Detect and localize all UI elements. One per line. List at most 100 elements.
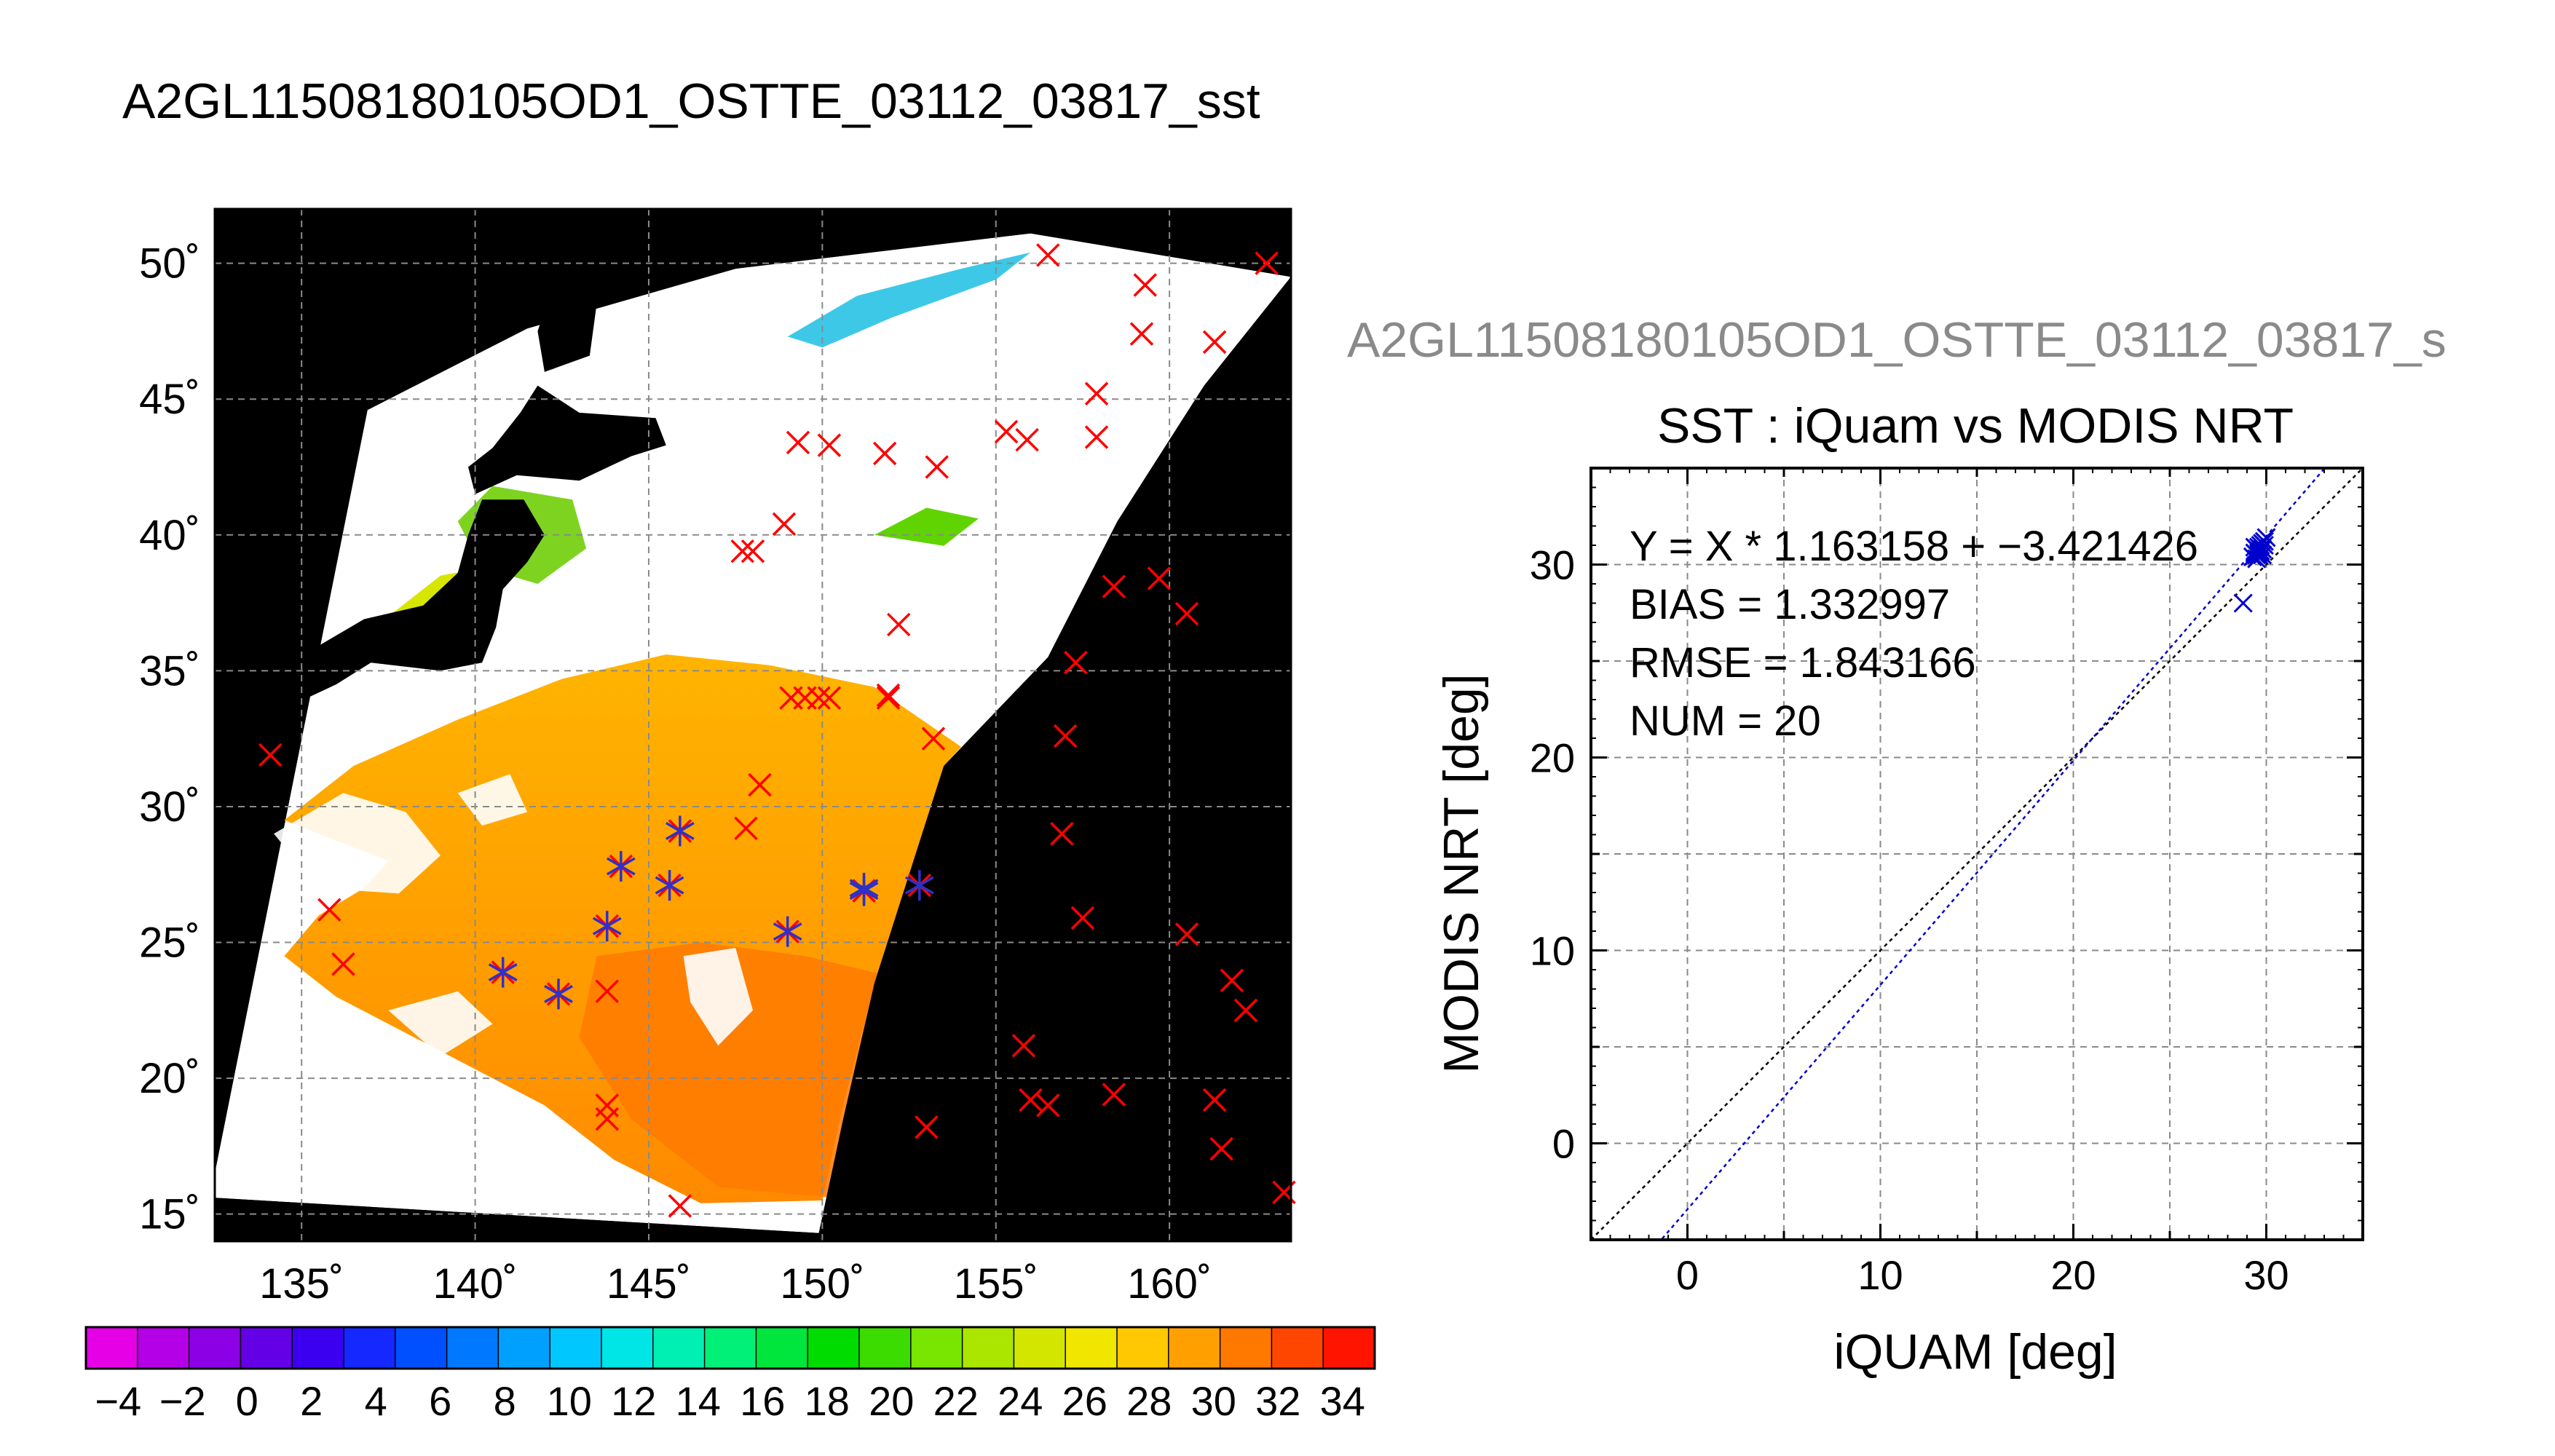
bias-value: BIAS = 1.332997 [1630, 581, 1950, 628]
colorbar-tick-label: 12 [611, 1378, 656, 1424]
match-marker [1174, 601, 1199, 626]
map-grid [215, 209, 1291, 1241]
scatter-x-tick-label: 20 [2050, 1252, 2096, 1298]
latitude-tick-label: 30˚ [139, 783, 200, 831]
match-marker [915, 1115, 939, 1139]
colorbar-tick-label: 30 [1191, 1378, 1236, 1424]
match-marker [1202, 330, 1227, 355]
match-marker [1202, 1088, 1227, 1112]
hot-sst-region [579, 942, 885, 1198]
colorbar-swatch [1117, 1327, 1169, 1369]
latitude-tick-label: 25˚ [139, 919, 200, 967]
colorbar-swatch [1014, 1327, 1066, 1369]
used-marker [904, 870, 934, 901]
longitude-tick-label: 135˚ [259, 1260, 344, 1307]
match-marker [668, 1194, 692, 1218]
colorbar-swatch [859, 1327, 912, 1369]
scatter-x-tick-label: 30 [2243, 1252, 2289, 1298]
colorbar-swatch [1271, 1327, 1324, 1369]
match-marker [925, 455, 949, 479]
cloud-patch [388, 991, 493, 1057]
match-marker [817, 686, 842, 710]
match-marker [994, 419, 1019, 444]
longitude-tick-label: 140˚ [433, 1260, 518, 1307]
latitude-ticks: 50˚ 45˚ 40˚ 35˚ 30˚ 25˚ 20˚ 15˚ [139, 240, 200, 1238]
match-marker [1147, 566, 1172, 590]
scatter-point [2248, 543, 2268, 563]
rmse-value: RMSE = 1.843166 [1630, 639, 1976, 687]
match-marker [1174, 922, 1199, 946]
colorbar-swatch [1168, 1327, 1221, 1369]
longitude-tick-label: 160˚ [1127, 1260, 1212, 1307]
colorbar-swatch [807, 1327, 860, 1369]
used-marker [773, 916, 802, 947]
match-marker [1019, 1088, 1043, 1112]
match-marker [887, 612, 911, 637]
colorbar-swatch [601, 1327, 654, 1369]
match-marker [730, 539, 754, 563]
colorbar-swatch [910, 1327, 963, 1369]
match-marker [1053, 724, 1078, 748]
cool-sst-patch [874, 507, 979, 546]
scatter-border [1590, 467, 2364, 1241]
match-marker [1011, 1034, 1036, 1058]
colorbar-swatch [1220, 1327, 1272, 1369]
match-marker [876, 683, 901, 708]
used-marker [666, 815, 695, 847]
match-marker [1220, 968, 1244, 993]
match-marker [748, 772, 772, 797]
map-border [213, 207, 1292, 1243]
latitude-tick-label: 50˚ [139, 240, 200, 288]
colorbar-tick-label: 4 [365, 1378, 387, 1424]
match-marker [331, 952, 355, 976]
land-mass [468, 385, 666, 494]
scatter-grid [1591, 468, 2363, 1240]
match-marker [734, 816, 758, 841]
cold-sst-region [787, 252, 1031, 348]
scatter-x-tick-label: 0 [1676, 1252, 1699, 1298]
match-marker [1102, 574, 1126, 598]
colorbar-tick-label: 26 [1062, 1378, 1107, 1424]
sst-map-panel: 135˚ 140˚ 145˚ 150˚ 155˚ 160˚ 50˚ 45˚ 40˚ 35˚ 30˚… [84, 207, 1376, 1424]
scatter-x-tick-label: 10 [1857, 1252, 1903, 1298]
regression-line [1659, 468, 2326, 1240]
colorbar-tick-label: 32 [1255, 1378, 1300, 1424]
used-marker [655, 870, 684, 901]
cloud-patch [457, 774, 528, 826]
scatter-point [2233, 593, 2253, 613]
scatter-point [2253, 545, 2272, 565]
outside-swath-bottom [215, 1198, 819, 1241]
colorbar-swatch [344, 1327, 396, 1369]
colorbar-swatch [292, 1327, 344, 1369]
match-marker [1036, 243, 1060, 267]
match-marker [921, 727, 946, 751]
match-marker [786, 430, 810, 455]
match-marker [1133, 273, 1157, 297]
match-marker [317, 898, 341, 922]
match-marker [772, 512, 797, 537]
longitude-ticks: 135˚ 140˚ 145˚ 150˚ 155˚ 160˚ [259, 1260, 1212, 1307]
match-marker [1209, 1136, 1233, 1161]
colorbar-swatch [1323, 1327, 1375, 1369]
match-marker [1070, 906, 1095, 930]
match-marker [1233, 998, 1258, 1023]
match-marker [876, 686, 901, 710]
secondary-figure-title: A2GL11508180105OD1_OSTTE_03112_03817_s [1347, 312, 2447, 368]
colorbar-swatch [86, 1327, 138, 1369]
used-marker [849, 872, 879, 903]
cloud-patch [274, 793, 441, 894]
match-marker [1102, 1083, 1126, 1107]
match-marker [1084, 381, 1109, 405]
scatter-y-tick-label: 10 [1530, 928, 1575, 974]
colorbar-border [84, 1326, 1376, 1370]
scatter-points [2233, 528, 2276, 613]
colorbar-tick-label: 34 [1320, 1378, 1365, 1424]
longitude-tick-label: 145˚ [607, 1260, 691, 1307]
match-marker [1084, 425, 1109, 449]
colorbar-tick-label: 10 [547, 1378, 592, 1424]
colorbar-tick-label: 2 [300, 1378, 323, 1424]
scatter-y-axis-label: MODIS NRT [deg] [1434, 673, 1489, 1073]
colorbar-swatch [1065, 1327, 1118, 1369]
figure-title: A2GL11508180105OD1_OSTTE_03112_03817_sst [122, 74, 1260, 129]
